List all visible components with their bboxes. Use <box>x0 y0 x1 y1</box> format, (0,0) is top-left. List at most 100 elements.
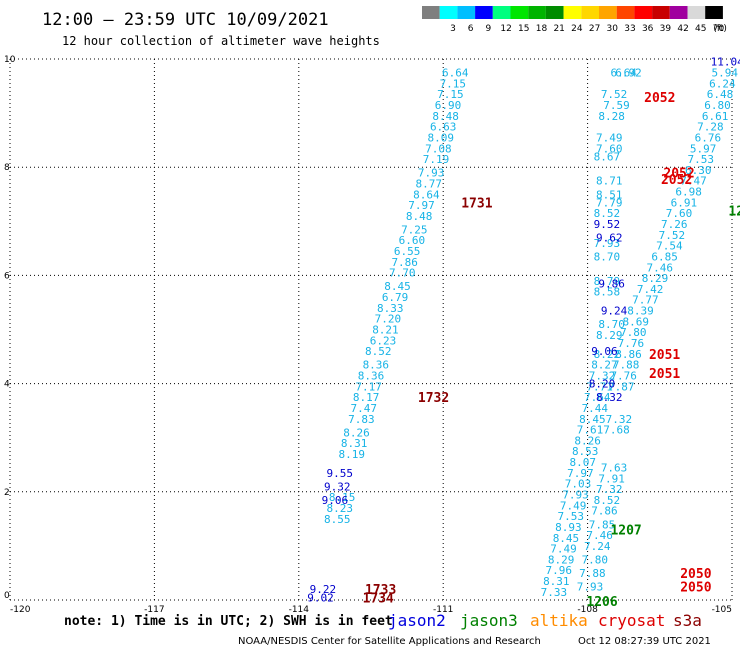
axis-tick-labels: -120 -117 -114 -111 -108 -105 0 2 4 6 8 10 <box>4 55 732 615</box>
swh-value: 6.76 <box>695 131 722 144</box>
colorbar-swatch <box>634 6 653 19</box>
swh-value: 5.97 <box>690 142 717 155</box>
legend-s3a: s3a <box>673 611 702 630</box>
swh-value: 7.25 <box>401 223 428 236</box>
swh-value: 8.79 <box>594 275 621 288</box>
swh-value: 8.26 <box>343 426 370 439</box>
swh-value: 7.42 <box>637 283 664 296</box>
swh-value: 6.92 <box>615 67 642 80</box>
swh-value: 9.32 <box>324 480 351 493</box>
swh-value: 7.17 <box>355 380 382 393</box>
colorbar-swatch <box>457 6 476 19</box>
swh-value: 8.67 <box>594 150 621 163</box>
swh-value: 7.93 <box>562 489 589 502</box>
swh-value: 7.77 <box>632 294 659 307</box>
swh-value: 8.19 <box>338 448 365 461</box>
swh-value: 8.64 <box>413 188 440 201</box>
swh-value: 7.88 <box>613 359 640 372</box>
swh-value: 6.91 <box>671 196 698 209</box>
colorbar-label: 21 <box>553 24 564 34</box>
colorbar-swatch <box>439 6 458 19</box>
pass-time-label: 2051 <box>649 367 680 382</box>
swh-value: 8.17 <box>353 391 380 404</box>
pass-time-label: 1209 <box>728 204 740 219</box>
swh-value: 7.93 <box>594 237 621 250</box>
swh-value: 9.06 <box>591 345 618 358</box>
swh-value: 6.98 <box>675 186 702 199</box>
swh-value: 7.60 <box>666 207 693 220</box>
swh-value: 6.24 <box>709 77 736 90</box>
swh-value: 8.09 <box>428 131 455 144</box>
swh-value: 8.86 <box>615 348 642 361</box>
footer-note: note: 1) Time is in UTC; 2) SWH is in fe… <box>64 614 393 629</box>
swh-value: 8.31 <box>543 575 570 588</box>
swh-value: 7.33 <box>541 586 568 599</box>
swh-value: 9.55 <box>326 467 353 480</box>
colorbar-swatch <box>510 6 529 19</box>
swh-value: 8.51 <box>596 188 623 201</box>
swh-value: 7.03 <box>565 478 592 491</box>
swh-value: 7.61 <box>577 424 604 437</box>
chart-title: 12:00 — 23:59 UTC 10/09/2021 <box>42 10 329 30</box>
colorbar-label: 24 <box>571 24 583 34</box>
y-tick-label: 6 <box>4 271 10 281</box>
swh-value: 8.31 <box>341 437 368 450</box>
colorbar-swatch <box>705 6 723 19</box>
swh-value: 8.33 <box>377 302 404 315</box>
satellite-legend: jason2 jason3 altika cryosat s3a <box>388 611 702 630</box>
legend-jason3: jason3 <box>460 611 518 630</box>
swh-value: 7.32 <box>589 369 616 382</box>
swh-value: 8.52 <box>594 207 621 220</box>
pass-time-label: 2050 <box>680 580 711 595</box>
colorbar-label: 33 <box>624 24 635 34</box>
swh-value: 8.77 <box>416 177 443 190</box>
swh-value: 7.88 <box>579 567 606 580</box>
pass-time-label: 1731 <box>461 196 492 211</box>
colorbar-swatch <box>422 6 440 19</box>
swh-value: 8.29 <box>548 553 575 566</box>
swh-value: 7.83 <box>348 413 375 426</box>
swh-value: 9.24 <box>601 305 628 318</box>
swh-value: 7.70 <box>389 267 416 280</box>
swh-value: 7.86 <box>591 505 618 518</box>
swh-value: 7.76 <box>618 337 645 350</box>
swh-value: 8.26 <box>574 434 601 447</box>
swh-value: 6.60 <box>399 234 426 247</box>
legend-altika: altika <box>530 611 588 630</box>
swh-value: 6.55 <box>394 245 421 258</box>
swh-value: 7.52 <box>601 88 628 101</box>
swh-value: 7.26 <box>661 218 688 231</box>
pass-time-label: 1206 <box>586 595 617 610</box>
swh-value: 9.52 <box>594 218 621 231</box>
swh-value: 7.60 <box>596 142 623 155</box>
x-tick-label: -114 <box>289 605 310 615</box>
y-tick-label: 2 <box>4 488 10 498</box>
swh-value: 7.47 <box>351 402 378 415</box>
colorbar-label: 12 <box>500 24 511 34</box>
swh-value: 7.53 <box>558 510 585 523</box>
swh-value: 8.70 <box>594 250 621 263</box>
credit-left: NOAA/NESDIS Center for Satellite Applica… <box>238 636 541 647</box>
colorbar-label: 70 <box>713 24 725 34</box>
swh-value: 5.94 <box>712 67 739 80</box>
colorbar-swatch <box>652 6 670 19</box>
swh-value: 7.15 <box>440 77 467 90</box>
swh-value: 8.58 <box>594 286 621 299</box>
swh-value: 8.93 <box>555 521 582 534</box>
colorbar-swatch <box>475 6 493 19</box>
chart-subtitle: 12 hour collection of altimeter wave hei… <box>62 34 380 48</box>
swh-value: 7.97 <box>567 467 594 480</box>
x-tick-label: -111 <box>433 605 453 615</box>
swh-value: 8.45 <box>384 280 411 293</box>
swh-value: 7.59 <box>603 99 630 112</box>
colorbar-label: 39 <box>660 24 672 34</box>
swh-value: 8.45 <box>553 532 580 545</box>
swh-value: 7.32 <box>606 413 633 426</box>
swh-value: 8.27 <box>591 359 618 372</box>
swh-value: 6.90 <box>435 99 462 112</box>
swh-value: 7.53 <box>687 153 714 166</box>
swh-value: 8.39 <box>627 305 654 318</box>
swh-value: 7.19 <box>423 153 450 166</box>
swh-value: 7.96 <box>545 564 572 577</box>
